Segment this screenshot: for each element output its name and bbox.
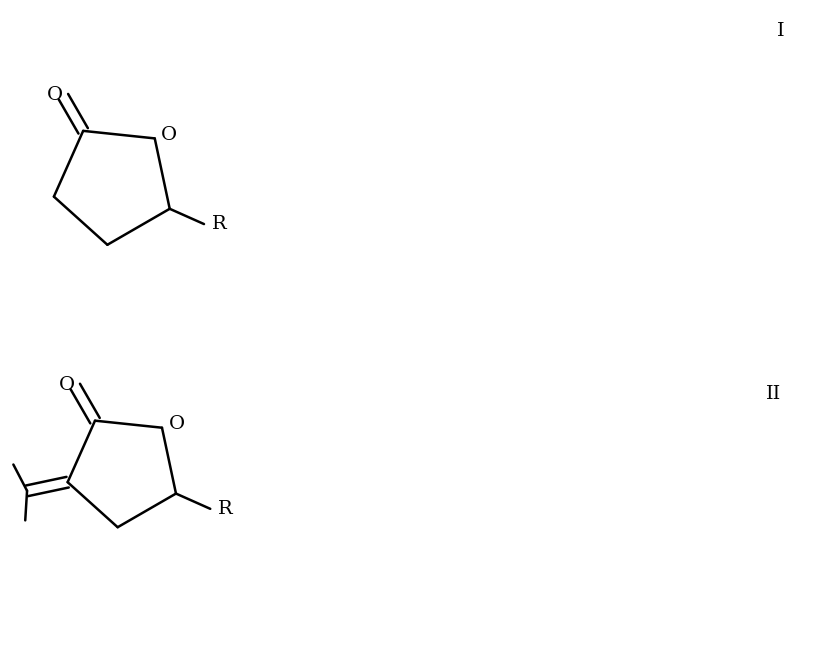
Text: II: II: [766, 386, 781, 404]
Text: O: O: [47, 86, 63, 104]
Text: O: O: [161, 125, 177, 143]
Text: O: O: [168, 415, 185, 433]
Text: I: I: [776, 22, 784, 40]
Text: O: O: [59, 376, 75, 394]
Text: R: R: [212, 215, 227, 233]
Text: R: R: [219, 500, 233, 518]
